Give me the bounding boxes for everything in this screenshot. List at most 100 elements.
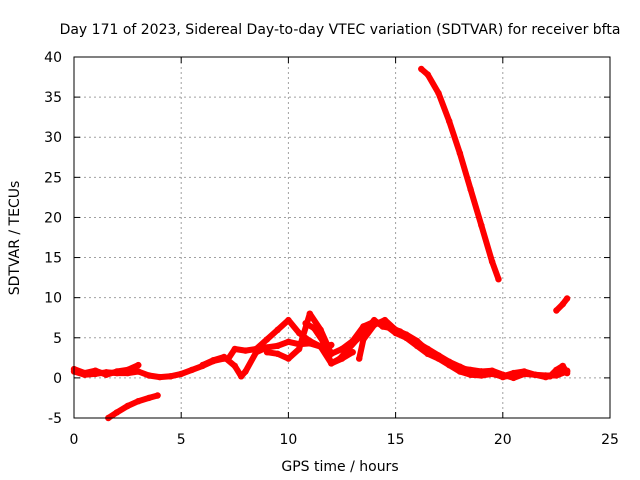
series-track-8 <box>356 316 528 382</box>
data-point <box>306 310 313 317</box>
data-point <box>435 353 442 361</box>
y-tick-label: -5 <box>48 411 62 427</box>
data-point <box>199 361 206 369</box>
series-line <box>418 66 502 283</box>
data-point <box>103 371 110 378</box>
data-point <box>360 336 367 343</box>
data-point <box>413 337 421 345</box>
data-point <box>435 89 442 97</box>
series-track-5 <box>225 316 335 362</box>
data-point <box>345 345 352 353</box>
x-tick-label: 15 <box>387 432 405 448</box>
y-tick-label: 15 <box>44 251 62 267</box>
data-point <box>553 366 560 374</box>
data-point <box>446 118 453 125</box>
data-point <box>124 402 131 410</box>
data-point <box>92 367 99 374</box>
data-point <box>488 258 496 265</box>
data-point <box>446 358 453 365</box>
series-track-9 <box>418 65 502 283</box>
chart-title: Day 171 of 2023, Sidereal Day-to-day VTE… <box>60 22 621 38</box>
grid <box>74 57 610 418</box>
data-point <box>559 362 566 370</box>
series-track-11 <box>546 362 571 380</box>
data-point <box>563 295 571 302</box>
data-point <box>285 338 292 345</box>
data-point <box>531 371 539 378</box>
data-point <box>210 357 217 364</box>
data-point <box>319 337 326 345</box>
y-axis-label: SDTVAR / TECUs <box>7 181 23 296</box>
data-point <box>403 331 410 338</box>
data-point <box>478 222 485 229</box>
data-point <box>188 366 196 374</box>
data-point <box>353 336 361 343</box>
data-point <box>135 368 142 375</box>
y-tick-label: 35 <box>44 90 62 106</box>
data-point <box>263 349 271 356</box>
data-point <box>424 71 431 78</box>
series-track-2 <box>70 361 142 378</box>
series-line <box>547 362 571 380</box>
data-point <box>371 321 378 329</box>
x-tick-label: 5 <box>177 432 186 448</box>
data-point <box>495 276 502 283</box>
x-tick-label: 25 <box>601 432 619 448</box>
data-point <box>488 367 496 374</box>
data-point <box>559 300 566 308</box>
data-point <box>285 355 292 362</box>
y-tick-label: 30 <box>44 130 62 146</box>
ticks: 0 5 10 15 20 25 -5 0 5 10 15 20 25 30 35 40 <box>44 50 619 448</box>
data-point <box>553 307 560 314</box>
y-tick-label: 0 <box>53 371 62 387</box>
data-point <box>263 336 271 343</box>
data-point <box>467 366 474 374</box>
data-point <box>310 325 318 332</box>
x-tick-label: 20 <box>494 432 512 448</box>
data-point <box>145 372 153 379</box>
data-point <box>424 347 431 354</box>
data-point <box>456 365 464 372</box>
data-point <box>225 355 232 362</box>
data-point <box>499 371 506 378</box>
data-point <box>336 355 344 362</box>
data-point <box>306 337 313 345</box>
series-line <box>302 317 571 381</box>
data-point <box>167 373 174 380</box>
data-point <box>546 373 554 380</box>
data-point <box>242 368 249 375</box>
series-track-10 <box>553 295 571 314</box>
data-point <box>467 186 474 193</box>
data-point <box>392 326 399 333</box>
data-point <box>274 350 281 357</box>
data-point <box>418 65 425 73</box>
data-point <box>135 398 142 405</box>
data-point <box>253 345 260 353</box>
data-point <box>478 368 485 375</box>
data-point <box>285 316 292 324</box>
y-tick-label: 25 <box>44 170 62 186</box>
y-tick-label: 40 <box>44 50 62 66</box>
data-point <box>238 373 245 380</box>
x-tick-label: 0 <box>70 432 79 448</box>
data-point <box>113 409 121 416</box>
data-point <box>274 326 281 333</box>
y-tick-label: 10 <box>44 291 62 307</box>
data-point <box>178 370 185 378</box>
data-point <box>242 347 249 354</box>
data-point <box>563 369 571 377</box>
data-point <box>231 345 238 353</box>
data-point <box>231 362 238 370</box>
y-tick-label: 20 <box>44 210 62 226</box>
data-point <box>154 392 161 399</box>
data-point <box>145 394 153 402</box>
data-point <box>135 361 142 369</box>
data-point <box>510 374 517 382</box>
data-point <box>356 355 363 362</box>
data-point <box>124 366 131 374</box>
data-marks <box>70 65 571 422</box>
data-point <box>113 368 121 375</box>
series-track-3 <box>105 392 161 422</box>
